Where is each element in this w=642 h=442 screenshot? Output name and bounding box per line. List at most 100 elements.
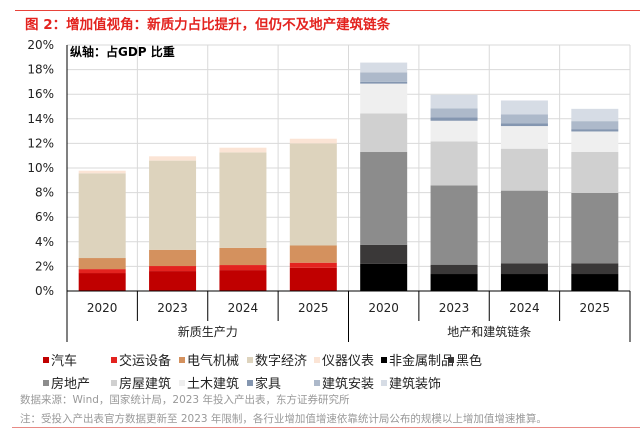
legend-item: 黑色 [448, 350, 482, 369]
y-tick-label: 18% [27, 63, 54, 77]
top-rule [15, 10, 640, 11]
y-tick-label: 20% [27, 38, 54, 52]
legend-swatch [247, 356, 253, 363]
bar-segment [430, 264, 478, 275]
bar-segment [360, 62, 408, 73]
legend-item: 汽车 [43, 350, 77, 369]
x-tick-label: 2024 [228, 301, 259, 315]
legend-swatch [448, 356, 454, 363]
bar-segment [219, 247, 267, 266]
bar-segment [500, 126, 548, 149]
legend-swatch [314, 356, 320, 363]
bar-segment [78, 269, 126, 274]
y-tick-label: 12% [27, 136, 54, 150]
bar-segment [219, 152, 267, 248]
bar-segment [500, 190, 548, 264]
y-tick-label: 10% [27, 161, 54, 175]
bar-segment [219, 147, 267, 153]
bars [78, 62, 619, 291]
bar-segment [360, 81, 408, 84]
group-label: 新质生产力 [178, 324, 238, 339]
bar-segment [360, 263, 408, 291]
x-tick-label: 2025 [580, 301, 611, 315]
legend-label: 仪器仪表 [322, 354, 375, 369]
bar-segment [360, 113, 408, 153]
bar-segment [289, 262, 337, 268]
bar-segment [430, 94, 478, 109]
legend-swatch [314, 379, 320, 386]
legend-item: 建筑安装 [314, 373, 374, 392]
legend-label: 电气机械 [187, 354, 240, 369]
legend-item: 仪器仪表 [314, 350, 374, 369]
legend-item: 土木建筑 [179, 373, 239, 392]
legend-swatch [43, 379, 49, 386]
axes: 0% 2% 4% 6% 8% 10% 12% 14% 16% 18% 20% 2020 2023 2024… [27, 38, 631, 342]
y-tick-label: 2% [35, 259, 54, 273]
bar-segment [149, 156, 197, 161]
bar-segment [430, 274, 478, 291]
bar-segment [430, 117, 478, 121]
legend-item: 交运设备 [111, 350, 171, 369]
bar-segment [219, 265, 267, 271]
bottom-rule [12, 427, 640, 428]
bar-segment [430, 120, 478, 142]
legend-label: 建筑安装 [322, 377, 375, 392]
legend-label: 交运设备 [119, 354, 172, 369]
bar-segment [149, 160, 197, 250]
x-tick-label: 2025 [298, 301, 329, 315]
y-tick-label: 6% [35, 210, 54, 224]
bar-segment [149, 249, 197, 267]
bar-segment [500, 263, 548, 275]
bar-segment [500, 123, 548, 127]
bar-segment [571, 192, 619, 264]
bar-segment [289, 267, 337, 291]
legend-swatch [111, 379, 117, 386]
bar-segment [571, 274, 619, 291]
bar-segment [289, 143, 337, 246]
bar-segment [149, 271, 197, 291]
axis-annotation: 纵轴：占GDP 比重 [70, 44, 175, 59]
bar-segment [571, 129, 619, 132]
legend-item: 家具 [247, 373, 281, 392]
bar-segment [571, 121, 619, 130]
legend-label: 房地产 [51, 377, 91, 392]
bar-segment [571, 152, 619, 193]
legend-swatch [381, 356, 387, 363]
x-tick-label: 2024 [509, 301, 540, 315]
legend-label: 土木建筑 [187, 377, 240, 392]
bar-segment [219, 270, 267, 291]
legend-swatch [381, 379, 387, 386]
bar-segment [571, 131, 619, 153]
legend-label: 房屋建筑 [119, 377, 172, 392]
bar-segment [78, 170, 126, 174]
bar-segment [360, 83, 408, 114]
legend-label: 非金属制品 [389, 354, 455, 369]
legend-swatch [43, 356, 49, 363]
x-tick-label: 2020 [368, 301, 399, 315]
legend-item: 电气机械 [179, 350, 239, 369]
bar-segment [78, 173, 126, 259]
bar-segment [360, 152, 408, 245]
legend-label: 数字经济 [255, 354, 308, 369]
bar-segment [289, 138, 337, 144]
legend-item: 房屋建筑 [111, 373, 171, 392]
legend-swatch [247, 379, 253, 386]
group-label: 地产和建筑链条 [447, 324, 531, 339]
bar-segment [289, 245, 337, 263]
bar-segment [360, 72, 408, 82]
bar-segment [500, 274, 548, 291]
y-tick-label: 14% [27, 112, 54, 126]
x-tick-label: 2020 [87, 301, 118, 315]
figure-title: 图 2：增加值视角：新质力占比提升，但仍不及地产建筑链条 [25, 17, 391, 33]
y-tick-label: 0% [35, 284, 54, 298]
legend-item: 非金属制品 [381, 350, 454, 369]
source-text: 数据来源：Wind，国家统计局，2023 年投入产出表，东方证券研究所 [20, 394, 350, 406]
legend-swatch [179, 379, 185, 386]
bar-segment [500, 148, 548, 191]
legend-swatch [179, 356, 185, 363]
x-tick-label: 2023 [439, 301, 470, 315]
legend-item: 房地产 [43, 373, 90, 392]
y-tick-label: 4% [35, 235, 54, 249]
bar-segment [500, 100, 548, 115]
